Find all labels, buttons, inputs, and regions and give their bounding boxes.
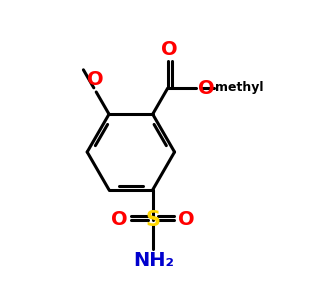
Text: O: O <box>111 210 127 229</box>
Text: O: O <box>198 79 215 98</box>
Text: NH₂: NH₂ <box>133 251 174 270</box>
Text: O: O <box>87 70 104 89</box>
Text: methyl: methyl <box>215 81 264 94</box>
Text: S: S <box>145 210 160 230</box>
Text: O: O <box>178 210 195 229</box>
Text: O: O <box>161 40 178 59</box>
